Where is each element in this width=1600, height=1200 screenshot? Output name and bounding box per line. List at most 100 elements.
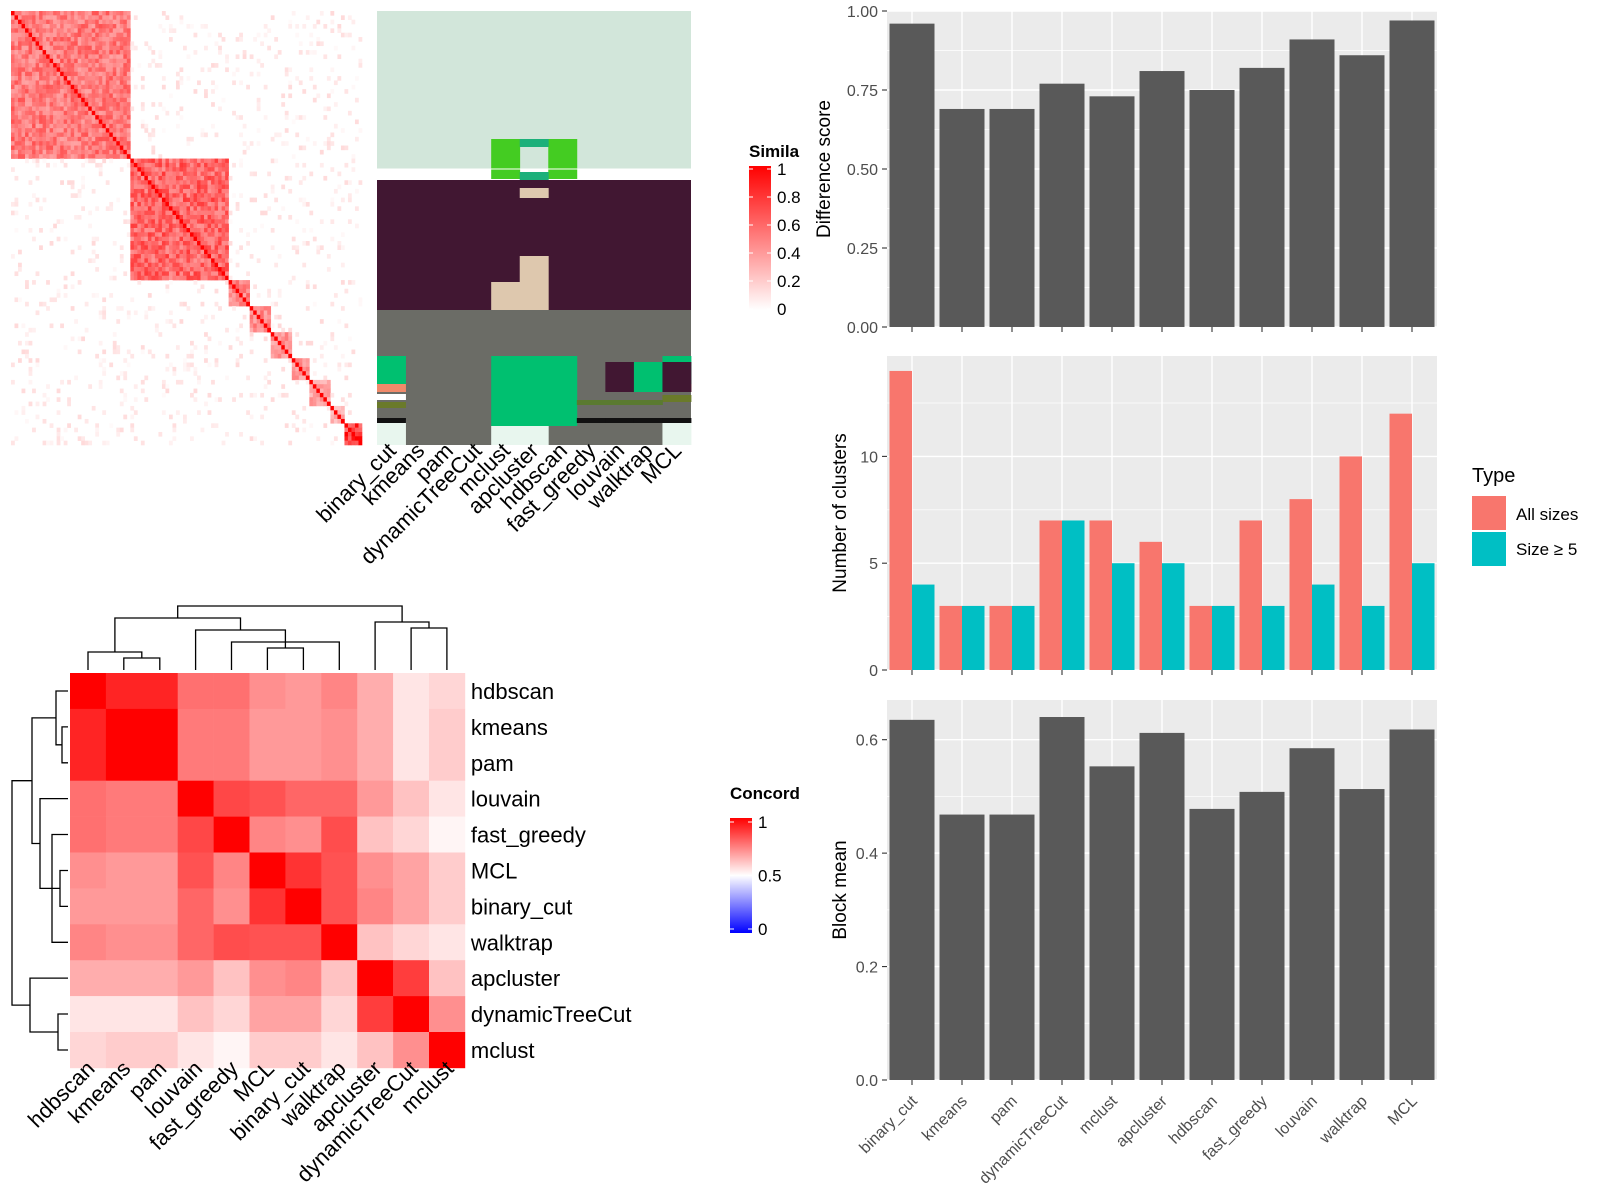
similarity-cell (291, 154, 296, 159)
similarity-cell (298, 366, 303, 372)
similarity-cell (249, 54, 254, 60)
similarity-cell (263, 310, 268, 316)
similarity-cell (214, 223, 219, 229)
concordance-cell (429, 816, 466, 853)
similarity-cell (67, 80, 71, 86)
similarity-cell (267, 319, 272, 324)
bar-hdbscan (1189, 90, 1235, 327)
similarity-cell (225, 219, 229, 224)
similarity-cell (116, 132, 121, 138)
similarity-cell (35, 401, 40, 407)
similarity-cell (256, 97, 261, 103)
similarity-cell (11, 93, 15, 99)
similarity-cell (102, 154, 107, 159)
similarity-cell (84, 41, 89, 47)
similarity-cell (53, 123, 57, 129)
similarity-cell (277, 392, 282, 398)
similarity-cell (81, 180, 86, 185)
similarity-cell (109, 19, 114, 25)
similarity-cell (70, 58, 75, 64)
similarity-cell (179, 76, 184, 81)
x-tick-label-walktrap: walktrap (1316, 1093, 1371, 1148)
similarity-cell (151, 132, 156, 138)
similarity-cell (298, 362, 303, 368)
similarity-cell (211, 210, 215, 216)
similarity-cell (218, 50, 222, 55)
similarity-cell (109, 24, 114, 29)
similarity-cell (330, 141, 335, 146)
similarity-cell (151, 241, 156, 246)
similarity-cell (284, 115, 289, 120)
similarity-cell (98, 123, 103, 129)
similarity-cell (95, 254, 100, 259)
similarity-cell (182, 275, 187, 281)
similarity-cell (211, 184, 215, 190)
similarity-cell (98, 84, 103, 90)
similarity-cell (172, 236, 177, 242)
similarity-cell (91, 41, 96, 47)
similarity-cell (133, 223, 138, 229)
similarity-cell (344, 423, 349, 428)
similarity-cell (14, 119, 19, 125)
similarity-cell (161, 379, 166, 385)
similarity-cell (144, 167, 149, 172)
similarity-cell (214, 423, 219, 428)
similarity-cell (28, 37, 33, 42)
similarity-cell (302, 175, 307, 181)
similarity-cell (179, 206, 184, 211)
similarity-cell (53, 149, 57, 155)
similarity-cell (228, 280, 233, 285)
similarity-cell (105, 145, 110, 151)
similarity-cell (77, 63, 82, 68)
similarity-cell (98, 362, 103, 368)
concordance-cell (177, 1032, 214, 1069)
similarity-cell (190, 254, 194, 259)
similarity-cell (246, 297, 250, 303)
similarity-cell (74, 375, 78, 381)
similarity-cell (112, 24, 117, 29)
similarity-cell (88, 136, 93, 142)
similarity-cell (288, 353, 293, 359)
similarity-cell (112, 19, 117, 25)
similarity-cell (175, 245, 180, 250)
similarity-cell (109, 93, 114, 99)
similarity-cell (109, 106, 114, 112)
concordance-cell (393, 852, 430, 889)
similarity-cell (161, 223, 166, 229)
similarity-cell (256, 323, 261, 329)
similarity-cell (56, 106, 61, 112)
similarity-cell (63, 119, 68, 125)
similarity-cell (123, 45, 128, 51)
similarity-cell (186, 210, 191, 216)
similarity-cell (165, 241, 170, 246)
similarity-cell (161, 214, 166, 220)
similarity-cell (214, 41, 219, 47)
similarity-cell (42, 24, 47, 29)
similarity-cell (130, 106, 135, 112)
similarity-cell (193, 206, 198, 211)
similarity-cell (70, 102, 75, 107)
similarity-cell (347, 219, 352, 224)
similarity-cell (337, 54, 342, 60)
similarity-cell (309, 379, 314, 385)
similarity-cell (140, 106, 145, 112)
similarity-cell (81, 80, 86, 86)
similarity-cell (326, 267, 331, 272)
similarity-cell (165, 167, 170, 172)
similarity-cell (291, 366, 296, 372)
similarity-cell (337, 206, 342, 211)
similarity-cell (246, 301, 250, 307)
similarity-cell (154, 232, 159, 237)
similarity-cell (25, 110, 29, 116)
similarity-cell (81, 19, 86, 25)
similarity-cell (165, 210, 170, 216)
similarity-cell (225, 327, 229, 333)
similarity-cell (172, 158, 177, 164)
similarity-cell (42, 28, 47, 33)
similarity-cell (235, 262, 240, 268)
similarity-cell (144, 254, 149, 259)
similarity-cell (25, 145, 29, 151)
similarity-cell (42, 102, 47, 107)
similarity-cell (63, 149, 68, 155)
